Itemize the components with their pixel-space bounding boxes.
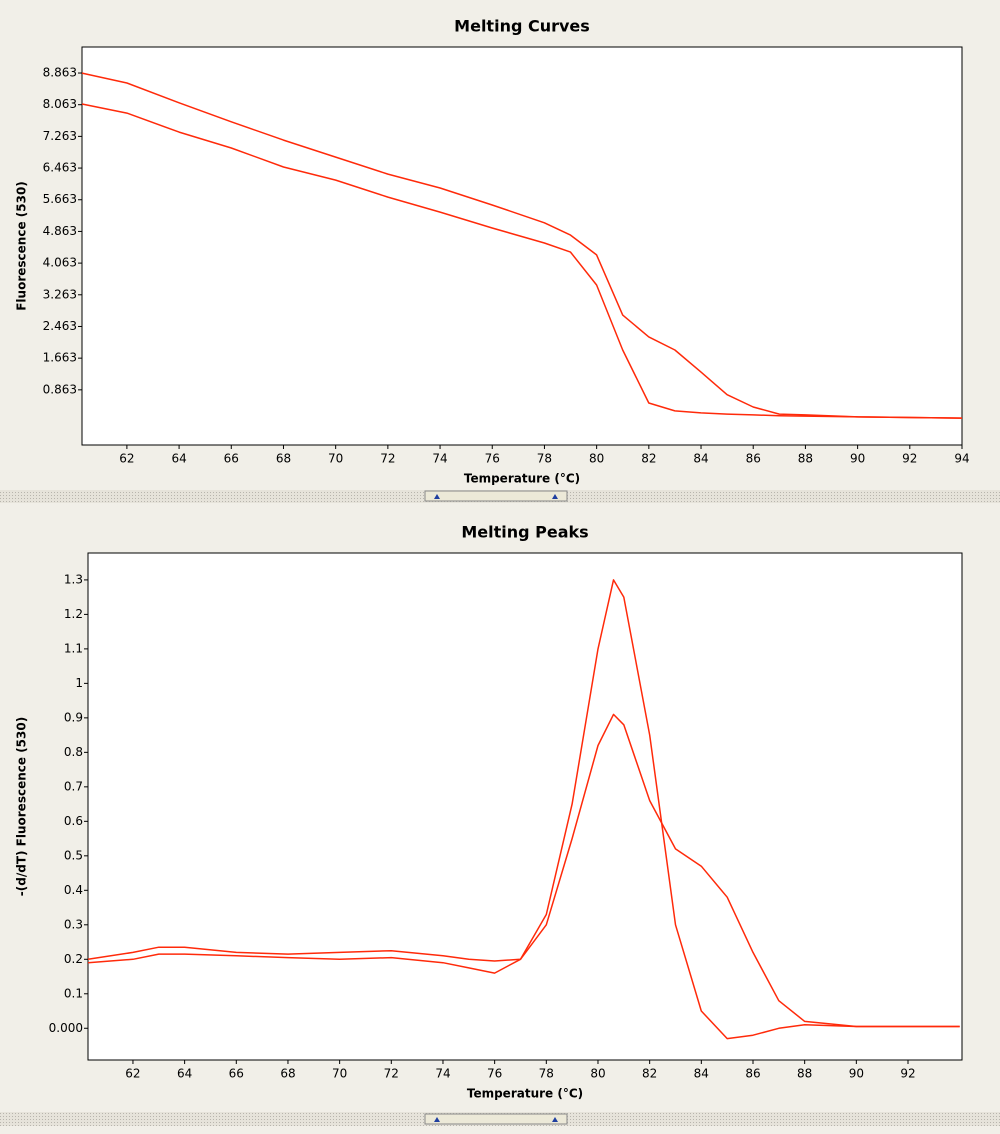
x-tick-label: 74 [432, 452, 447, 466]
x-tick-label: 66 [224, 452, 239, 466]
x-tick-label: 82 [642, 1067, 657, 1081]
x-tick-label: 92 [902, 452, 917, 466]
y-tick-label: 0.9 [64, 710, 83, 724]
splitter-handle[interactable] [424, 490, 568, 502]
x-tick-label: 72 [380, 452, 395, 466]
curve [81, 72, 963, 419]
x-tick-label: 82 [641, 452, 656, 466]
x-tick-label: 86 [745, 1067, 760, 1081]
x-tick-label: 70 [328, 452, 343, 466]
x-tick-label: 70 [332, 1067, 347, 1081]
y-tick-label: 0.4 [64, 883, 83, 897]
x-tick-label: 64 [177, 1067, 192, 1081]
y-tick-label: 1 [75, 676, 83, 690]
x-tick-label: 90 [850, 452, 865, 466]
y-tick-label: 2.463 [43, 319, 77, 333]
x-tick-label: 76 [487, 1067, 502, 1081]
splitter-arrow [434, 1117, 440, 1122]
plot-area [87, 552, 963, 1061]
splitter-arrow [552, 1117, 558, 1122]
y-tick-label: 1.2 [64, 607, 83, 621]
y-tick-label: 7.263 [43, 129, 77, 143]
x-tick-label: 64 [171, 452, 186, 466]
curve [87, 713, 960, 1028]
y-tick-label: 0.2 [64, 952, 83, 966]
x-tick-label: 92 [900, 1067, 915, 1081]
y-tick-label: 8.863 [43, 66, 77, 80]
y-tick-label: 0.7 [64, 779, 83, 793]
y-tick-label: 0.5 [64, 848, 83, 862]
x-tick-label: 68 [276, 452, 291, 466]
y-tick-label: 0.863 [43, 382, 77, 396]
x-axis-label: Temperature (°C) [464, 472, 580, 486]
curve [81, 103, 963, 419]
y-tick-label: 6.463 [43, 161, 77, 175]
y-tick-label: 4.063 [43, 256, 77, 270]
curve [87, 579, 960, 1040]
x-tick-label: 90 [849, 1067, 864, 1081]
chart-title: Melting Curves [454, 17, 590, 36]
x-tick-label: 66 [229, 1067, 244, 1081]
y-tick-label: 4.863 [43, 224, 77, 238]
y-axis-label: Fluorescence (530) [15, 181, 29, 311]
x-tick-label: 88 [797, 1067, 812, 1081]
splitter-arrow [552, 494, 558, 499]
x-tick-label: 80 [590, 1067, 605, 1081]
y-tick-label: 3.263 [43, 287, 77, 301]
x-tick-label: 76 [485, 452, 500, 466]
y-tick-label: 0.3 [64, 917, 83, 931]
y-axis-label: -(d/dT) Fluorescence (530) [15, 717, 29, 896]
x-tick-label: 62 [125, 1067, 140, 1081]
x-tick-label: 72 [384, 1067, 399, 1081]
x-tick-label: 78 [537, 452, 552, 466]
x-tick-label: 84 [693, 452, 708, 466]
x-tick-label: 84 [694, 1067, 709, 1081]
y-tick-label: 0.8 [64, 745, 83, 759]
chart-title: Melting Peaks [461, 523, 588, 542]
y-tick-label: 0.6 [64, 814, 83, 828]
x-tick-label: 80 [589, 452, 604, 466]
x-tick-label: 62 [119, 452, 134, 466]
y-tick-label: 5.663 [43, 192, 77, 206]
plot-area [81, 46, 963, 446]
y-tick-label: 1.663 [43, 351, 77, 365]
y-tick-label: 1.1 [64, 641, 83, 655]
y-tick-label: 0.000 [49, 1021, 83, 1035]
splitter-handle[interactable] [424, 1113, 568, 1125]
x-axis-label: Temperature (°C) [467, 1087, 583, 1101]
x-tick-label: 68 [280, 1067, 295, 1081]
splitter-arrow [434, 494, 440, 499]
x-tick-label: 88 [798, 452, 813, 466]
x-tick-label: 94 [954, 452, 969, 466]
x-tick-label: 86 [746, 452, 761, 466]
x-tick-label: 74 [435, 1067, 450, 1081]
y-tick-label: 0.1 [64, 986, 83, 1000]
y-tick-label: 8.063 [43, 97, 77, 111]
x-tick-label: 78 [539, 1067, 554, 1081]
y-tick-label: 1.3 [64, 572, 83, 586]
